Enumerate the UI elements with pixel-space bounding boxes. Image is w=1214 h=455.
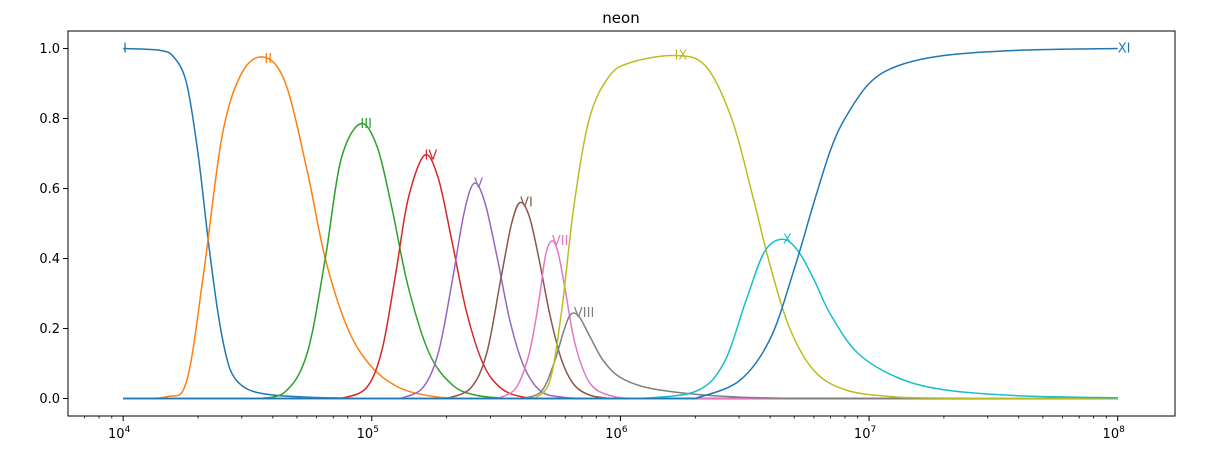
series-v-label: V bbox=[474, 176, 483, 191]
series-x-label: X bbox=[783, 232, 792, 247]
y-tick-label: 0.4 bbox=[39, 252, 60, 267]
y-tick-label: 0.2 bbox=[39, 322, 60, 337]
series-i-label: I bbox=[123, 42, 127, 57]
series-viii-line bbox=[521, 312, 795, 400]
plot-frame bbox=[67, 30, 1176, 417]
series-x-line bbox=[640, 238, 1118, 400]
series-iii-line bbox=[258, 122, 508, 400]
y-tick-label: 0.0 bbox=[39, 392, 60, 407]
series-ii-line bbox=[123, 56, 471, 400]
y-tick-label: 0.8 bbox=[39, 112, 60, 127]
series-xi-label: XI bbox=[1118, 42, 1131, 57]
y-tick-label: 0.6 bbox=[39, 182, 60, 197]
series-vi-label: VI bbox=[520, 196, 533, 211]
plot-lines bbox=[123, 47, 1118, 400]
series-xi-line bbox=[695, 47, 1118, 400]
series-vi-line bbox=[446, 201, 610, 400]
x-tick-label: 104 bbox=[108, 425, 131, 442]
x-tick-label: 107 bbox=[854, 425, 876, 442]
series-ii-label: II bbox=[264, 52, 272, 67]
y-axis: 0.0 0.2 0.4 0.6 0.8 1.0 bbox=[39, 42, 68, 407]
series-iv-line bbox=[340, 153, 546, 400]
series-iii-label: III bbox=[360, 117, 372, 132]
x-tick-label: 108 bbox=[1103, 425, 1126, 442]
series-vii-line bbox=[497, 240, 631, 400]
series-viii-label: VIII bbox=[574, 306, 594, 321]
y-tick-label: 1.0 bbox=[39, 42, 60, 57]
x-axis: 104 105 106 107 108 bbox=[84, 416, 1126, 442]
series-ix-label: IX bbox=[675, 49, 688, 64]
series-i-line bbox=[123, 47, 372, 400]
x-tick-label: 106 bbox=[605, 425, 628, 442]
series-iv-label: IV bbox=[425, 148, 438, 163]
series-vii-label: VII bbox=[552, 234, 569, 249]
x-tick-label: 105 bbox=[357, 425, 379, 442]
chart-title: neon bbox=[602, 9, 639, 27]
series-ix-line bbox=[533, 54, 1118, 400]
series-v-line bbox=[399, 182, 590, 400]
